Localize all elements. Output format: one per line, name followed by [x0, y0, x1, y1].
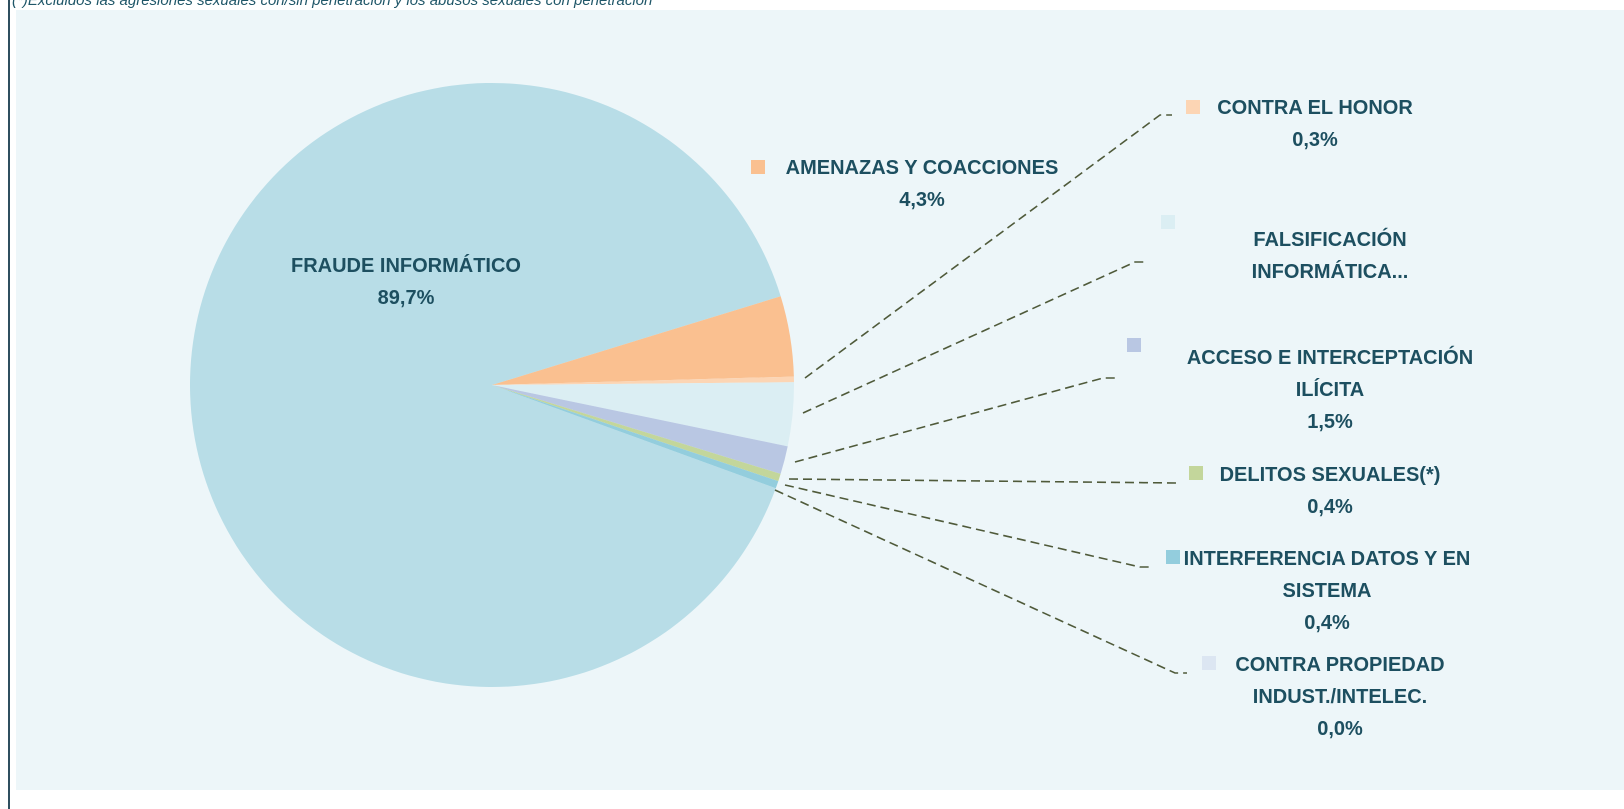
value-label: 4,3% [899, 189, 945, 211]
pie-slice [492, 382, 794, 447]
value-label: 1,5% [1307, 411, 1353, 433]
category-label: ACCESO E INTERCEPTACIÓN ILÍCITA [1186, 347, 1474, 401]
leader-line [794, 377, 1115, 463]
pie-slice [492, 376, 794, 385]
pie-slice [492, 385, 788, 474]
leader-line [788, 478, 1178, 484]
frame-edge [8, 0, 10, 809]
value-label: 0,0% [1317, 718, 1363, 740]
legend-swatch [1186, 100, 1200, 114]
pie-slice [492, 296, 794, 385]
footnote: (*)Excluidos las agresiones sexuales con… [12, 0, 653, 9]
category-label: DELITOS SEXUALES(*) [1219, 464, 1441, 486]
leader-line [774, 489, 1187, 674]
category-label: AMENAZAS Y COACCIONES [785, 157, 1059, 179]
legend-swatch [1189, 466, 1203, 480]
leader-line [804, 114, 1172, 379]
category-label: INTERFERENCIA DATOS Y EN SISTEMA [1183, 548, 1471, 602]
pie-slice [492, 385, 776, 489]
category-label: FRAUDE INFORMÁTICO [291, 255, 521, 277]
leader-line [784, 484, 1152, 568]
legend-swatch [1166, 550, 1180, 564]
category-label: FALSIFICACIÓN INFORMÁTICA... [1251, 229, 1409, 283]
category-label: CONTRA EL HONOR [1217, 97, 1413, 119]
value-label: 0,3% [1292, 129, 1338, 151]
value-label: 89,7% [377, 287, 435, 309]
value-label: 0,4% [1307, 496, 1353, 518]
legend-swatch [751, 160, 765, 174]
value-label: 0,4% [1304, 612, 1350, 634]
leader-line [802, 261, 1147, 414]
legend-swatch [1202, 656, 1216, 670]
legend-swatch [1127, 338, 1141, 352]
legend-swatch [1161, 215, 1175, 229]
pie-slice [189, 83, 781, 688]
pie-slice [492, 385, 779, 489]
pie-slice [492, 385, 781, 482]
category-label: CONTRA PROPIEDAD INDUST./INTELEC. [1235, 654, 1445, 708]
